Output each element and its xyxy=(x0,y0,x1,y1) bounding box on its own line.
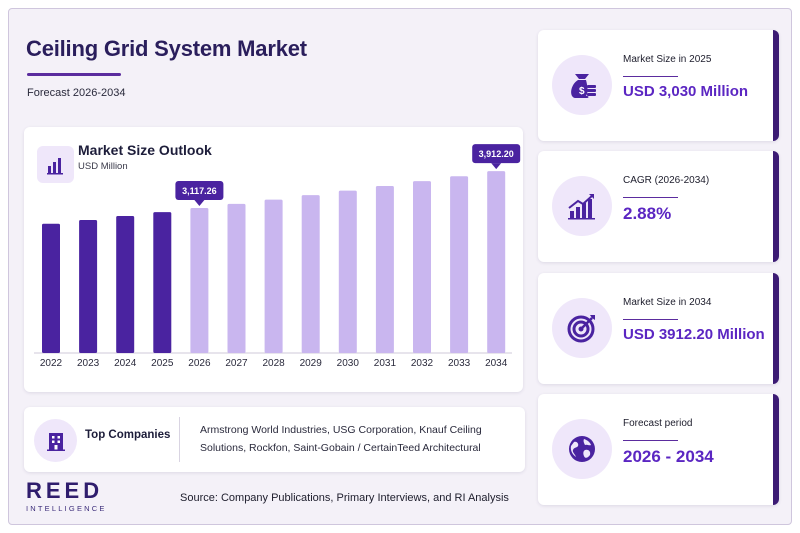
page-subtitle: Forecast 2026-2034 xyxy=(27,87,126,99)
kpi-card-forecast-period: Forecast period 2026 - 2034 xyxy=(538,394,779,505)
kpi-card-cagr: CAGR (2026-2034) 2.88% xyxy=(538,151,779,262)
svg-text:$: $ xyxy=(579,86,585,97)
kpi-label: Forecast period xyxy=(623,418,693,429)
chart-card: 2022 2023 2024 2025 2026 2027 2028 2029 2030 2031… xyxy=(24,127,523,392)
bar-2027 xyxy=(227,203,246,353)
bar-chart-icon xyxy=(37,146,74,183)
data-label: 3,117.26 xyxy=(182,186,217,196)
callout-2026: 3,117.26 xyxy=(175,181,224,207)
x-tick-label: 2022 xyxy=(40,358,63,369)
title-underline xyxy=(27,73,121,76)
kpi-label: Market Size in 2025 xyxy=(623,54,712,65)
chart-title: Market Size Outlook xyxy=(78,142,212,158)
x-tick-label: 2032 xyxy=(411,358,434,369)
kpi-rule xyxy=(623,319,678,320)
kpi-value: USD 3912.20 Million xyxy=(623,326,765,343)
kpi-card-market-2025: $ Market Size in 2025 USD 3,030 Million xyxy=(538,30,779,141)
growth-chart-icon xyxy=(552,176,612,236)
x-tick-label: 2026 xyxy=(188,358,211,369)
bar-2026 xyxy=(190,208,209,353)
top-companies-list: Armstrong World Industries, USG Corporat… xyxy=(200,424,482,454)
x-tick-label: 2031 xyxy=(374,358,397,369)
callout-2034: 3,912.20 xyxy=(472,144,521,170)
building-icon xyxy=(34,419,77,462)
kpi-rule xyxy=(623,440,678,441)
divider xyxy=(179,417,180,462)
x-tick-label: 2029 xyxy=(300,358,323,369)
bar-2025 xyxy=(153,212,172,353)
kpi-rule xyxy=(623,76,678,77)
brand-name: REED xyxy=(26,478,104,503)
x-tick-label: 2034 xyxy=(485,358,508,369)
kpi-label: CAGR (2026-2034) xyxy=(623,175,710,186)
kpi-label: Market Size in 2034 xyxy=(623,297,712,308)
data-label: 3,912.20 xyxy=(479,149,514,159)
bar-2024 xyxy=(116,216,135,353)
bar-2029 xyxy=(301,195,320,353)
kpi-value: USD 3,030 Million xyxy=(623,83,749,100)
bar-2028 xyxy=(264,199,283,353)
bar-chart: 2022 2023 2024 2025 2026 2027 2028 2029 2030 2031… xyxy=(34,144,521,369)
x-tick-label: 2033 xyxy=(448,358,471,369)
x-tick-label: 2028 xyxy=(262,358,285,369)
bar-2030 xyxy=(338,190,357,353)
kpi-rule xyxy=(623,197,678,198)
x-tick-label: 2024 xyxy=(114,358,137,369)
brand-logo: REED INTELLIGENCE xyxy=(26,478,107,514)
chart-unit: USD Million xyxy=(78,161,128,172)
globe-icon xyxy=(552,419,612,479)
page-title: Ceiling Grid System Market xyxy=(26,36,307,61)
kpi-value: 2.88% xyxy=(623,204,672,223)
brand-sub: INTELLIGENCE xyxy=(26,504,107,513)
kpi-card-market-2034: Market Size in 2034 USD 3912.20 Million xyxy=(538,273,779,384)
bar-2023 xyxy=(79,220,98,353)
x-tick-label: 2023 xyxy=(77,358,100,369)
bar-2031 xyxy=(375,185,394,353)
money-bag-icon: $ xyxy=(552,55,612,115)
target-icon xyxy=(552,298,612,358)
top-companies-title: Top Companies xyxy=(85,429,171,441)
kpi-value: 2026 - 2034 xyxy=(623,447,714,466)
bar-2022 xyxy=(42,223,60,353)
x-tick-label: 2025 xyxy=(151,358,174,369)
bar-2034 xyxy=(487,171,506,353)
top-companies-card: Top Companies Armstrong World Industries… xyxy=(24,407,525,472)
x-tick-label: 2027 xyxy=(225,358,248,369)
source-note: Source: Company Publications, Primary In… xyxy=(180,492,509,504)
x-tick-label: 2030 xyxy=(337,358,360,369)
bar-2033 xyxy=(450,176,469,353)
bar-2032 xyxy=(413,181,431,353)
